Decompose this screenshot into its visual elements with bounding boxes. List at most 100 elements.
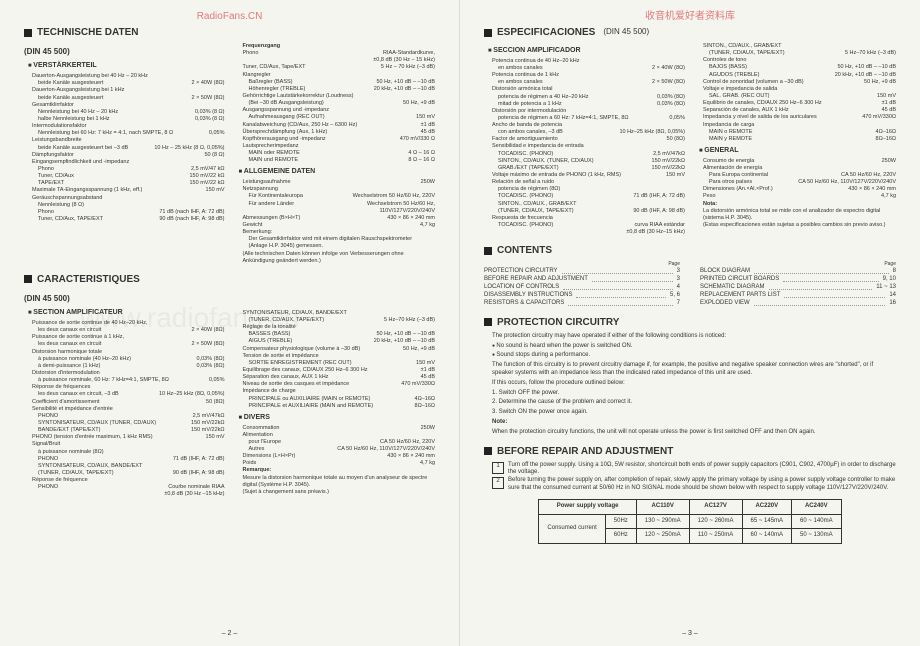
heading-technische-daten: TECHNISCHE DATEN (24, 26, 435, 39)
spec-row: Dämpfungsfaktor50 (8 Ω) (32, 152, 225, 159)
spec-label: SYNTONISATEUR, CD/AUX, BANDE/EXT (38, 463, 221, 470)
spec-label: Sensibilité et impédance d'entrée (32, 406, 221, 413)
spec-row: Separación de canales, AUX 1 kHz45 dB (703, 107, 896, 114)
spec-row: Alimentación de energía (703, 165, 896, 172)
spec-row: PRINCIPALE et AUXILIAIRE (MAIN and REMOT… (249, 403, 436, 410)
spec-row: Distorsion harmonique totale (32, 349, 225, 356)
spec-row: ±0,8 dB (30 Hz – 15 kHz) (243, 57, 436, 64)
spec-row: Consommation250W (243, 425, 436, 432)
spec-row: AGUDOS (TREBLE)20 kHz, +10 dB – –10 dB (709, 72, 896, 79)
spec-label: Niveau de sortie des casques et impédanc… (243, 381, 398, 388)
spec-value (892, 122, 896, 129)
spec-value: 4,7 kg (416, 222, 435, 229)
spec-value (221, 384, 225, 391)
spec-row: Aufnahmeausgang (REC OUT)150 mV (249, 114, 436, 121)
spec-label: Equilibrage des canaux, CD/AUX 250 Hz–6 … (243, 367, 417, 374)
spec-value: Courbe nominale RIAA (164, 484, 224, 491)
spec-value: 50 Hz, +9 dB (399, 100, 435, 107)
spec-value: 2 × 50W (8Ω) (188, 95, 225, 102)
spec-label: TOCADISC. (PHONO) (498, 222, 631, 229)
spec-value (681, 143, 685, 150)
spec-value (431, 93, 435, 100)
spec-label: con ambos canales, –3 dB (498, 129, 615, 136)
prot-s3: 3. Switch ON the power once again. (492, 409, 896, 417)
spec-row: Geräuschspannungsabstand (32, 195, 225, 202)
spec-label (243, 57, 370, 64)
spec-label: Relación de señal a ruido (492, 179, 681, 186)
spec-value (221, 73, 225, 80)
spec-value: Wechselstrom 50 Hz/60 Hz, (363, 201, 435, 208)
spec-value: 2 × 40W (8Ω) (188, 80, 225, 87)
spec-value: 470 mV/330Ω (858, 114, 896, 121)
content-title: REPLACEMENT PARTS LIST (700, 292, 780, 300)
spec-label: Impedancia de carga (703, 122, 892, 129)
spec-value (221, 441, 225, 448)
spec-row: BANDE/EXT (TAPE/EXT)150 mV/22kΩ (38, 427, 225, 434)
spec-row: PRINCIPALE ou AUXILIAIRE (MAIN or REMOTE… (249, 396, 436, 403)
spec-value: 2 × 40W (8Ω) (648, 65, 685, 72)
watermark-top-right: 收音机爱好者资料库 (645, 10, 735, 23)
spec-label: Phono (38, 209, 155, 216)
es-note: La distorsión armónica total se mide con… (703, 208, 896, 222)
spec-row: Gewicht4,7 kg (243, 222, 436, 229)
spec-value: 50 Hz, +9 dB (860, 79, 896, 86)
spec-row: Para otros paísesCA 50 Hz/60 Hz, 110V/12… (709, 179, 896, 186)
spec-value: RIAA-Standardkurve, (379, 50, 435, 57)
spec-row: PHONO2,5 mV/47kΩ (38, 413, 225, 420)
spec-row: SYNTONISATEUR, CD/AUX, BANDE/EXT (243, 310, 436, 317)
spec-row: à demi-puissance (1 kHz)0,03% (8Ω) (38, 363, 225, 370)
spec-row: MAIN o REMOTE4Ω–16Ω (709, 129, 896, 136)
content-row: SCHEMATIC DIAGRAM11 ~ 13 (700, 284, 896, 292)
fr-specs-right: SYNTONISATEUR, CD/AUX, BANDE/EXT(TUNER, … (235, 310, 436, 410)
spec-label: SORTIE ENREGISTREMENT (REC OUT) (249, 360, 413, 367)
spec-row: Dimensions (L×H×Pr)430 × 86 × 240 mm (243, 453, 436, 460)
content-page: 4 (677, 284, 680, 292)
spec-label: MAIN y REMOTE (709, 136, 872, 143)
spec-row: Impédance de charge (243, 388, 436, 395)
contents-right: BLOCK DIAGRAM8PRINTED CIRCUIT BOARDS9, 1… (700, 268, 896, 308)
spec-label: Separación de canales, AUX 1 kHz (703, 107, 878, 114)
spec-label: SINTON., CD/AUX. (TUNER, CD/AUX) (498, 158, 648, 165)
spec-label (498, 229, 622, 236)
spec-label: Autres (249, 446, 334, 453)
spec-row: beide Kanäle ausgesteuert2 × 50W (8Ω) (38, 95, 225, 102)
spec-row: ±0,8 dB (30 Hz –15 kHz) (38, 491, 225, 498)
spec-label: Distorsion harmonique totale (32, 349, 221, 356)
content-row: PRINTED CIRCUIT BOARDS9, 10 (700, 276, 896, 284)
spec-value: 50 (8 Ω) (200, 152, 224, 159)
subsection-amplificateur: SECTION AMPLIFICATEUR (28, 308, 225, 318)
spec-value (221, 334, 225, 341)
spec-label: Sensibilidad e impedancia de entrada (492, 143, 681, 150)
spec-value: 20 kHz, +10 dB – –10 dB (831, 72, 896, 79)
spec-value (431, 229, 435, 236)
spec-row: Dauerton-Ausgangsleistung bei 1 kHz (32, 87, 225, 94)
content-row: EXPLODED VIEW16 (700, 300, 896, 308)
spec-value (221, 370, 225, 377)
spec-label: Gehörrichtige Lautstärkekorrektur (Loudn… (243, 93, 432, 100)
spec-row: Control de sonoridad (volumen a –30 dB)5… (703, 79, 896, 86)
spec-row: Übersprechdämpfung (Aux, 1 kHz)45 dB (243, 129, 436, 136)
spec-row: ±0,8 dB (30 Hz–15 kHz) (498, 229, 685, 236)
spec-row: Réponse de fréquence (32, 477, 225, 484)
spec-label: Para Europa continental (709, 172, 837, 179)
spec-value: 0,03% (8 Ω) (191, 116, 225, 123)
spec-row: potencia de régimen (8Ω) (498, 186, 685, 193)
spec-label: Dauerton-Ausgangsleistung bei 1 kHz (32, 87, 221, 94)
spec-label: TOCADISC. (PHONO) (498, 151, 649, 158)
spec-label: Signal/Bruit (32, 441, 221, 448)
heading-before-repair: BEFORE REPAIR AND ADJUSTMENT (484, 445, 896, 458)
spec-label: SYNTONISATEUR, CD/AUX, BANDE/EXT (243, 310, 432, 317)
spec-value: 0,03% (8Ω) (653, 94, 685, 101)
es-specs-left: Potencia continua de 40 Hz–20 kHzen ambo… (484, 58, 685, 237)
spec-row: potencia de régimen a 40 Hz–20 kHz0,03% … (498, 94, 685, 101)
spec-label: halbe Nennleistung bei 1 kHz (38, 116, 191, 123)
spec-row: Voltaje e impedancia de salida (703, 86, 896, 93)
heading-especificaciones-text: ESPECIFICACIONES (497, 26, 595, 39)
spec-label: BASSES (BASS) (249, 331, 373, 338)
spec-label: Distorsion d'intermodulation (32, 370, 221, 377)
spec-label: Distorsión armónica total (492, 86, 681, 93)
din-de: (DIN 45 500) (24, 47, 225, 57)
spec-label: beide Kanäle ausgesteuert (38, 80, 188, 87)
spec-label (38, 491, 160, 498)
content-dots (576, 292, 666, 298)
